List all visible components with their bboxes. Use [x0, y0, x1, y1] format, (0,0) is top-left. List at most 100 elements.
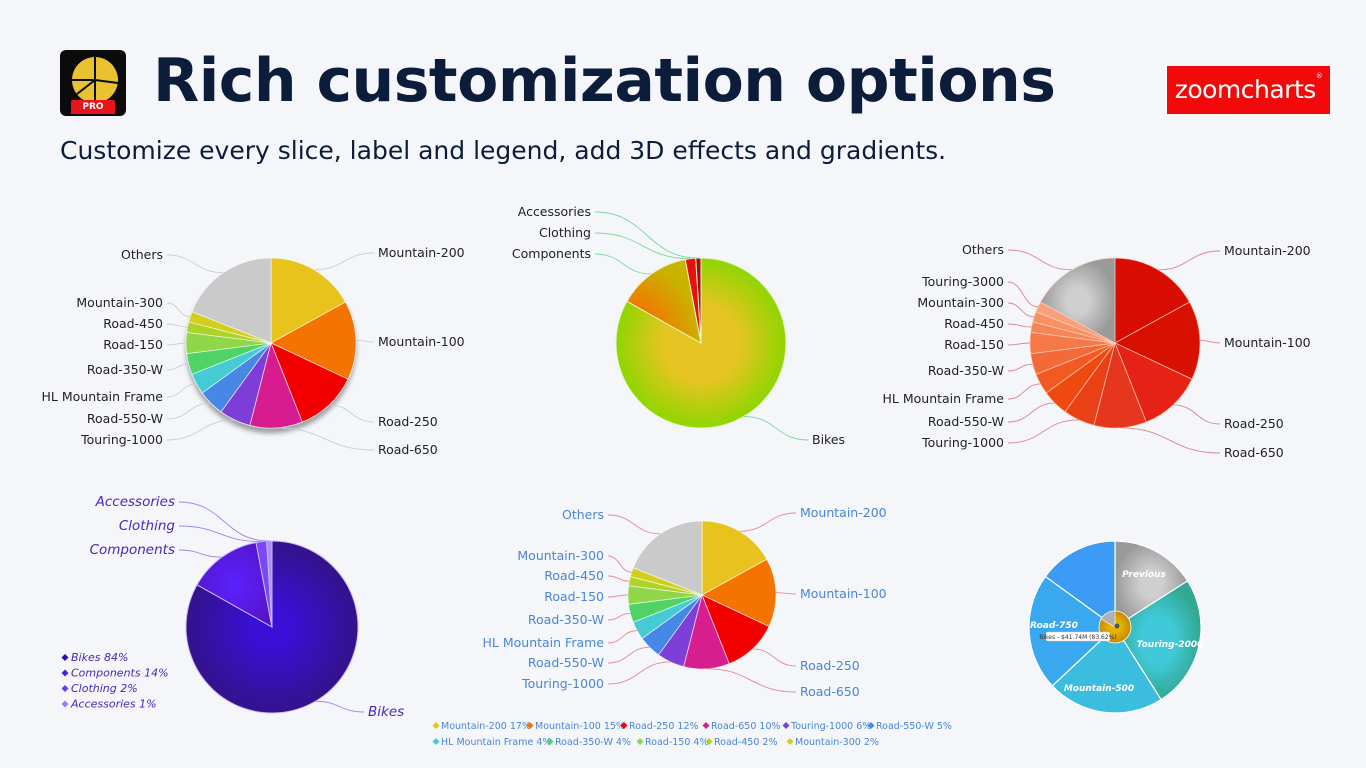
label-connector: [315, 700, 365, 713]
legend-label: Road-550-W 5%: [876, 721, 952, 732]
label-connector: [706, 668, 797, 693]
slice-label-road-550-w: Road-550-W: [528, 655, 604, 670]
drilldown-center[interactable]: [1098, 610, 1132, 644]
label-connector: [276, 427, 375, 451]
pie-slice-mountain-500[interactable]: [1051, 626, 1162, 714]
legend-item[interactable]: Road-250 12%: [620, 721, 699, 732]
legend-item[interactable]: Clothing 2%: [61, 682, 138, 695]
pie-slice-bikes[interactable]: [185, 540, 359, 714]
pie-slices: [615, 257, 787, 429]
legend-diamond-icon: [546, 738, 554, 745]
label-connector: [1007, 363, 1033, 372]
label-connector: [166, 323, 188, 328]
legend-label: Mountain-100 15%: [535, 721, 625, 732]
label-connector: [607, 630, 638, 644]
label-connector: [1007, 281, 1039, 308]
pie-slice-mountain-100[interactable]: [270, 301, 357, 380]
slice-label-road-350-w: Road-350-W: [928, 363, 1004, 378]
label-connector: [1007, 383, 1041, 400]
legend-diamond-icon: [636, 738, 644, 745]
pie-slice-mountain-200[interactable]: [270, 257, 347, 344]
label-connector: [1007, 402, 1055, 423]
legend-diamond-icon: [620, 722, 628, 729]
label-connector: [1158, 250, 1221, 271]
label-connector: [607, 594, 629, 598]
legend-item[interactable]: Touring-1000 6%: [782, 721, 872, 732]
legend-diamond-icon: [526, 722, 534, 729]
chart-legend: Mountain-200 17% Mountain-100 15% Road-250…: [432, 721, 952, 748]
legend-diamond-icon: [61, 685, 69, 692]
legend-label: Road-650 10%: [711, 721, 781, 732]
pie-slice-touring-2000[interactable]: [1114, 580, 1202, 701]
pie-slice-road-750[interactable]: [1028, 575, 1116, 687]
center-dot: [1114, 623, 1120, 629]
slice-label-others: Others: [962, 242, 1004, 257]
label-connector: [739, 512, 797, 532]
legend-item[interactable]: Mountain-300 2%: [786, 737, 879, 748]
legend-item[interactable]: Components 14%: [61, 667, 169, 680]
legend-diamond-icon: [782, 722, 790, 729]
label-connector: [178, 549, 222, 558]
label-connector: [607, 661, 671, 685]
label-connector: [607, 514, 661, 535]
legend-item[interactable]: Road-450 2%: [705, 737, 778, 748]
pie-slice-previous[interactable]: [1114, 540, 1189, 629]
slice-label-touring-1000: Touring-1000: [80, 432, 163, 447]
slice-label-road-150: Road-150: [103, 337, 163, 352]
legend-label: Touring-1000 6%: [790, 721, 871, 732]
slice-label-mountain-300: Mountain-300: [76, 295, 163, 310]
slice-label-components: Components: [90, 542, 175, 558]
slice-label-road-650: Road-650: [378, 442, 438, 457]
pie-chart-6: Previous Touring-2000 Mountain-500 Road-750…: [1028, 540, 1204, 714]
legend-diamond-icon: [432, 738, 440, 745]
page-subtitle: Customize every slice, label and legend,…: [60, 136, 947, 165]
legend-label: Mountain-200 17%: [441, 721, 531, 732]
legend-diamond-icon: [702, 722, 710, 729]
legend-item[interactable]: Accessories 1%: [61, 698, 157, 711]
slice-label-previous: Previous: [1122, 570, 1166, 580]
label-connector: [166, 419, 235, 441]
pie-slice-mountain-100[interactable]: [1114, 301, 1201, 380]
legend-diamond-icon: [432, 722, 440, 729]
label-connector: [1173, 404, 1221, 425]
legend-diamond-icon: [867, 722, 875, 729]
pie-slice-others[interactable]: [191, 257, 272, 344]
center-pie-other[interactable]: [1100, 610, 1116, 628]
pie-slices: [1029, 257, 1201, 429]
pie-slice-others[interactable]: [632, 520, 703, 596]
label-connector: [166, 383, 197, 398]
slice-label-mountain-100: Mountain-100: [800, 586, 887, 601]
legend-label: Mountain-300 2%: [795, 737, 879, 748]
label-connector: [775, 592, 797, 595]
legend-item[interactable]: HL Mountain Frame 4%: [432, 737, 552, 748]
slice-label-accessories: Accessories: [518, 204, 591, 219]
label-connector: [355, 339, 375, 343]
legend-label: Clothing 2%: [71, 682, 138, 695]
legend-item[interactable]: Road-650 10%: [702, 721, 781, 732]
slice-label-others: Others: [121, 247, 163, 262]
pie-slice-road-250[interactable]: [270, 342, 349, 423]
slice-label-touring-2000: Touring-2000: [1137, 640, 1204, 650]
pie-slices: [185, 540, 359, 714]
legend-label: Road-350-W 4%: [555, 737, 631, 748]
legend-item[interactable]: Road-350-W 4%: [546, 737, 631, 748]
pie-chart-4: Bikes Components Clothing Accessories Bikes …: [61, 494, 404, 720]
legend-item[interactable]: Road-150 4%: [636, 737, 709, 748]
label-connector: [329, 404, 375, 423]
label-connector: [166, 363, 189, 371]
legend-item[interactable]: Mountain-200 17%: [432, 721, 531, 732]
label-connector: [1007, 249, 1072, 271]
legend-item[interactable]: Road-550-W 5%: [867, 721, 952, 732]
tooltip: Bikes - $41.74M (83.62%): [1039, 631, 1117, 642]
pie-slice-unlabeled[interactable]: [1044, 540, 1116, 629]
label-connector: [743, 415, 809, 441]
slice-label-road-150: Road-150: [944, 337, 1004, 352]
legend-item[interactable]: Bikes 84%: [61, 651, 129, 664]
zoomcharts-logo[interactable]: zoomcharts®: [1167, 66, 1330, 114]
pie-slice-road-250[interactable]: [1114, 342, 1193, 423]
legend-label: HL Mountain Frame 4%: [441, 737, 551, 748]
legend-label: Road-450 2%: [714, 737, 778, 748]
label-connector: [178, 501, 270, 542]
label-connector: [166, 342, 187, 346]
legend-item[interactable]: Mountain-100 15%: [526, 721, 625, 732]
